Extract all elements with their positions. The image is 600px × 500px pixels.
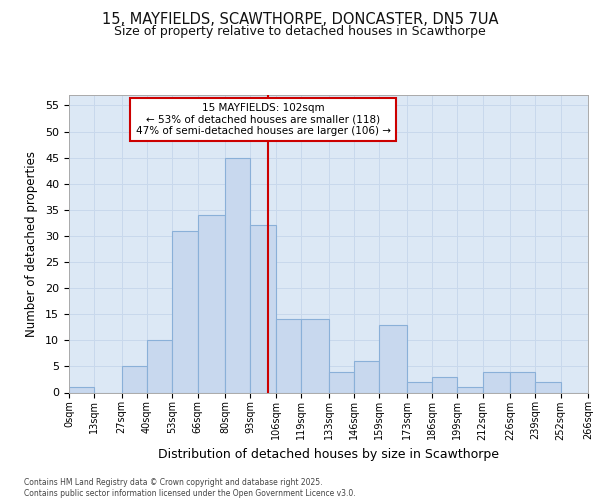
Bar xyxy=(122,366,147,392)
Bar xyxy=(225,158,250,392)
Text: 15, MAYFIELDS, SCAWTHORPE, DONCASTER, DN5 7UA: 15, MAYFIELDS, SCAWTHORPE, DONCASTER, DN… xyxy=(102,12,498,28)
Bar xyxy=(250,226,276,392)
Text: 15 MAYFIELDS: 102sqm
← 53% of detached houses are smaller (118)
47% of semi-deta: 15 MAYFIELDS: 102sqm ← 53% of detached h… xyxy=(136,103,391,136)
Bar xyxy=(510,372,535,392)
Bar xyxy=(198,215,225,392)
Y-axis label: Number of detached properties: Number of detached properties xyxy=(25,151,38,337)
Bar xyxy=(482,372,510,392)
Bar xyxy=(432,377,457,392)
Bar xyxy=(407,382,432,392)
Text: Contains HM Land Registry data © Crown copyright and database right 2025.
Contai: Contains HM Land Registry data © Crown c… xyxy=(24,478,356,498)
Bar xyxy=(147,340,172,392)
Bar xyxy=(379,324,407,392)
X-axis label: Distribution of detached houses by size in Scawthorpe: Distribution of detached houses by size … xyxy=(158,448,499,461)
Bar xyxy=(301,320,329,392)
Bar xyxy=(354,361,379,392)
Text: Size of property relative to detached houses in Scawthorpe: Size of property relative to detached ho… xyxy=(114,25,486,38)
Bar xyxy=(69,388,94,392)
Bar xyxy=(276,320,301,392)
Bar xyxy=(535,382,560,392)
Bar xyxy=(172,230,198,392)
Bar xyxy=(457,388,482,392)
Bar xyxy=(329,372,354,392)
